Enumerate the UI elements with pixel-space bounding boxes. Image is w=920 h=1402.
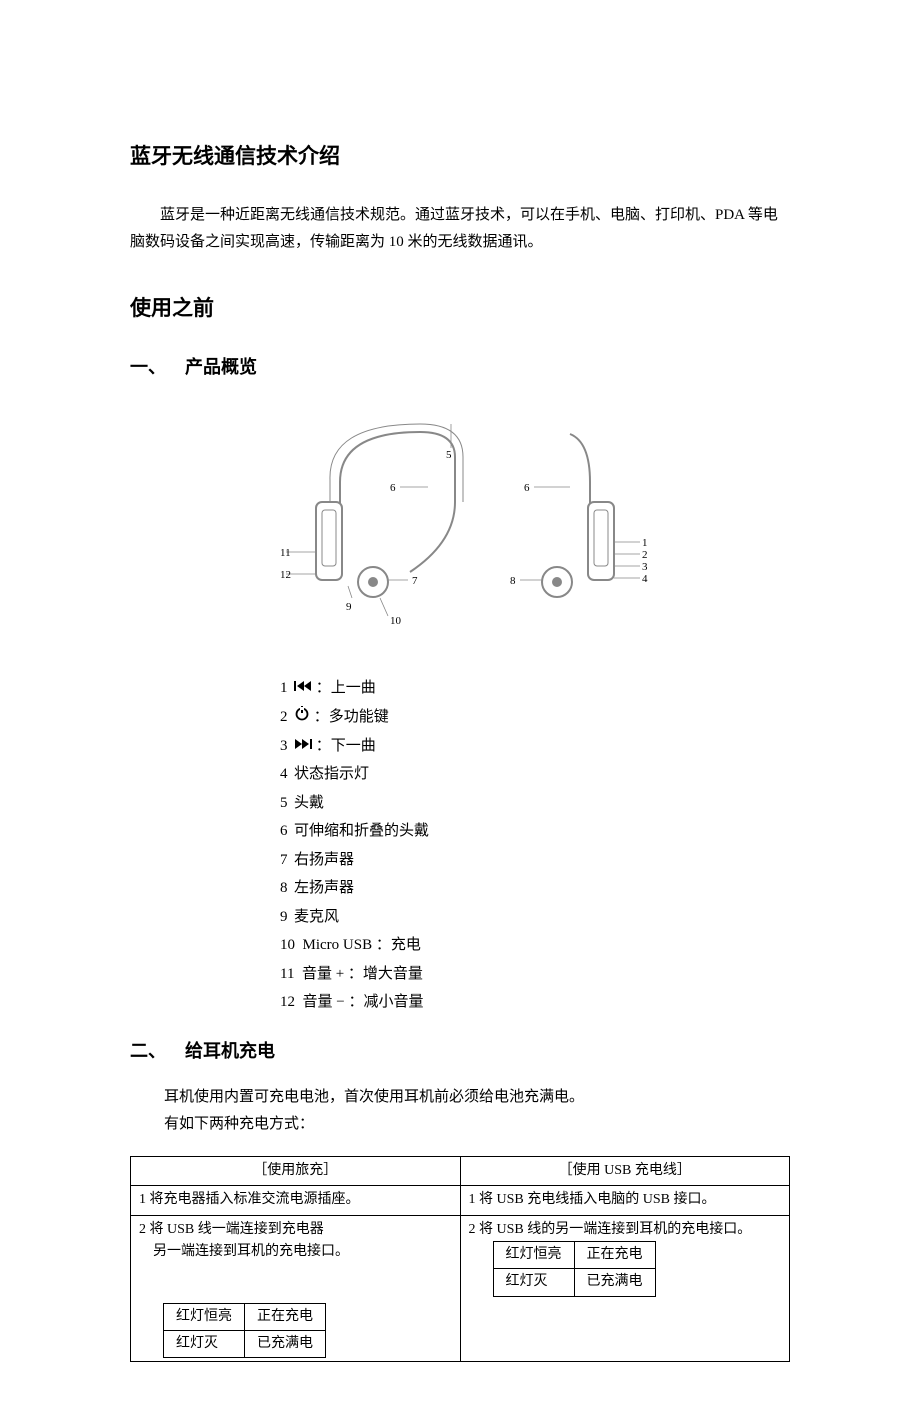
subheading-overview: 一、 产品概览 bbox=[130, 353, 790, 382]
list-item: 4状态指示灯 bbox=[280, 760, 790, 789]
part-num: 8 bbox=[280, 874, 294, 903]
table-cell bbox=[460, 1300, 790, 1362]
status-cell: 已充满电 bbox=[245, 1331, 326, 1358]
subheading-label: 产品概览 bbox=[185, 357, 257, 377]
svg-text:7: 7 bbox=[412, 575, 418, 587]
part-num: 1 bbox=[280, 674, 294, 703]
list-item: 8左扬声器 bbox=[280, 874, 790, 903]
intro-paragraph: 蓝牙是一种近距离无线通信技术规范。通过蓝牙技术，可以在手机、电脑、打印机、PDA… bbox=[130, 202, 790, 256]
svg-text:2: 2 bbox=[642, 549, 648, 561]
status-cell: 红灯灭 bbox=[164, 1331, 245, 1358]
table-cell: 红灯恒亮正在充电 红灯灭已充满电 bbox=[131, 1300, 461, 1362]
part-num: 7 bbox=[280, 846, 294, 875]
product-diagram: 5 6 6 11 12 9 10 7 8 1 2 3 4 bbox=[280, 402, 790, 1017]
table-cell: 2 将 USB 线的另一端连接到耳机的充电接口。 红灯恒亮正在充电 红灯灭已充满… bbox=[460, 1215, 790, 1300]
status-cell: 已充满电 bbox=[574, 1269, 655, 1296]
part-label: 状态指示灯 bbox=[294, 766, 369, 782]
part-label: 可伸缩和折叠的头戴 bbox=[294, 823, 429, 839]
part-label: 音量 + ：增大音量 bbox=[302, 966, 423, 982]
table-cell: 1 将 USB 充电线插入电脑的 USB 接口。 bbox=[460, 1186, 790, 1215]
list-item: 3 ：下一曲 bbox=[280, 732, 790, 761]
part-num: 11 bbox=[280, 960, 294, 989]
heading-before-use: 使用之前 bbox=[130, 292, 790, 326]
part-num: 10 bbox=[280, 931, 295, 960]
svg-text:12: 12 bbox=[280, 569, 291, 581]
cell-line: 2 将 USB 线一端连接到充电器 bbox=[139, 1219, 452, 1241]
list-item: 1 ：上一曲 bbox=[280, 674, 790, 703]
part-num: 12 bbox=[280, 988, 295, 1017]
svg-text:6: 6 bbox=[524, 482, 530, 494]
part-label: 麦克风 bbox=[294, 909, 339, 925]
part-label: ：多功能键 bbox=[314, 709, 389, 725]
part-num: 9 bbox=[280, 903, 294, 932]
part-label: 头戴 bbox=[294, 795, 324, 811]
charge-intro-line: 耳机使用内置可充电电池，首次使用耳机前必须给电池充满电。 bbox=[164, 1084, 790, 1111]
part-label: 左扬声器 bbox=[294, 880, 354, 896]
part-label: ：上一曲 bbox=[316, 680, 376, 696]
subheading-num: 二、 bbox=[130, 1037, 180, 1066]
list-item: 10 Micro USB ：充电 bbox=[280, 931, 790, 960]
part-num: 4 bbox=[280, 760, 294, 789]
status-cell: 红灯灭 bbox=[493, 1269, 574, 1296]
cell-line: 另一端连接到耳机的充电接口。 bbox=[139, 1241, 452, 1263]
table-header-usb: ［使用 USB 充电线］ bbox=[460, 1156, 790, 1185]
svg-text:9: 9 bbox=[346, 601, 352, 613]
status-cell: 红灯恒亮 bbox=[164, 1303, 245, 1330]
subheading-charging: 二、 给耳机充电 bbox=[130, 1037, 790, 1066]
part-num: 3 bbox=[280, 732, 294, 761]
heading-bluetooth-intro: 蓝牙无线通信技术介绍 bbox=[130, 140, 790, 174]
charge-intro-line: 有如下两种充电方式： bbox=[164, 1111, 790, 1138]
part-label: 音量 − ：减小音量 bbox=[303, 994, 424, 1010]
svg-text:1: 1 bbox=[642, 537, 648, 549]
list-item: 5头戴 bbox=[280, 789, 790, 818]
list-item: 9麦克风 bbox=[280, 903, 790, 932]
part-label: Micro USB ：充电 bbox=[303, 937, 421, 953]
list-item: 2 ：多功能键 bbox=[280, 703, 790, 732]
svg-text:5: 5 bbox=[446, 449, 452, 461]
power-icon bbox=[294, 703, 310, 732]
part-num: 6 bbox=[280, 817, 294, 846]
part-label: ：下一曲 bbox=[316, 738, 376, 754]
status-cell: 红灯恒亮 bbox=[493, 1241, 574, 1268]
subheading-num: 一、 bbox=[130, 353, 180, 382]
part-label: 右扬声器 bbox=[294, 852, 354, 868]
svg-text:4: 4 bbox=[642, 573, 648, 585]
list-item: 12 音量 − ：减小音量 bbox=[280, 988, 790, 1017]
part-num: 5 bbox=[280, 789, 294, 818]
status-subtable: 红灯恒亮正在充电 红灯灭已充满电 bbox=[163, 1303, 326, 1359]
svg-text:10: 10 bbox=[390, 615, 402, 627]
list-item: 6可伸缩和折叠的头戴 bbox=[280, 817, 790, 846]
next-track-icon bbox=[294, 732, 312, 761]
list-item: 11 音量 + ：增大音量 bbox=[280, 960, 790, 989]
svg-text:6: 6 bbox=[390, 482, 396, 494]
subheading-label: 给耳机充电 bbox=[185, 1041, 275, 1061]
list-item: 7右扬声器 bbox=[280, 846, 790, 875]
svg-text:3: 3 bbox=[642, 561, 648, 573]
previous-track-icon bbox=[294, 674, 312, 703]
charging-methods-table: ［使用旅充］ ［使用 USB 充电线］ 1 将充电器插入标准交流电源插座。 1 … bbox=[130, 1156, 790, 1363]
status-cell: 正在充电 bbox=[245, 1303, 326, 1330]
table-header-travel: ［使用旅充］ bbox=[131, 1156, 461, 1185]
cell-line: 2 将 USB 线的另一端连接到耳机的充电接口。 bbox=[469, 1219, 782, 1241]
status-cell: 正在充电 bbox=[574, 1241, 655, 1268]
svg-text:11: 11 bbox=[280, 547, 291, 559]
svg-text:8: 8 bbox=[510, 575, 516, 587]
part-num: 2 bbox=[280, 703, 294, 732]
table-cell: 2 将 USB 线一端连接到充电器 另一端连接到耳机的充电接口。 bbox=[131, 1215, 461, 1300]
table-cell: 1 将充电器插入标准交流电源插座。 bbox=[131, 1186, 461, 1215]
parts-list: 1 ：上一曲 2 ：多功能键 3 ：下一曲 4状态指示灯 5头戴 6可伸缩和折叠… bbox=[280, 674, 790, 1017]
status-subtable: 红灯恒亮正在充电 红灯灭已充满电 bbox=[493, 1241, 656, 1297]
